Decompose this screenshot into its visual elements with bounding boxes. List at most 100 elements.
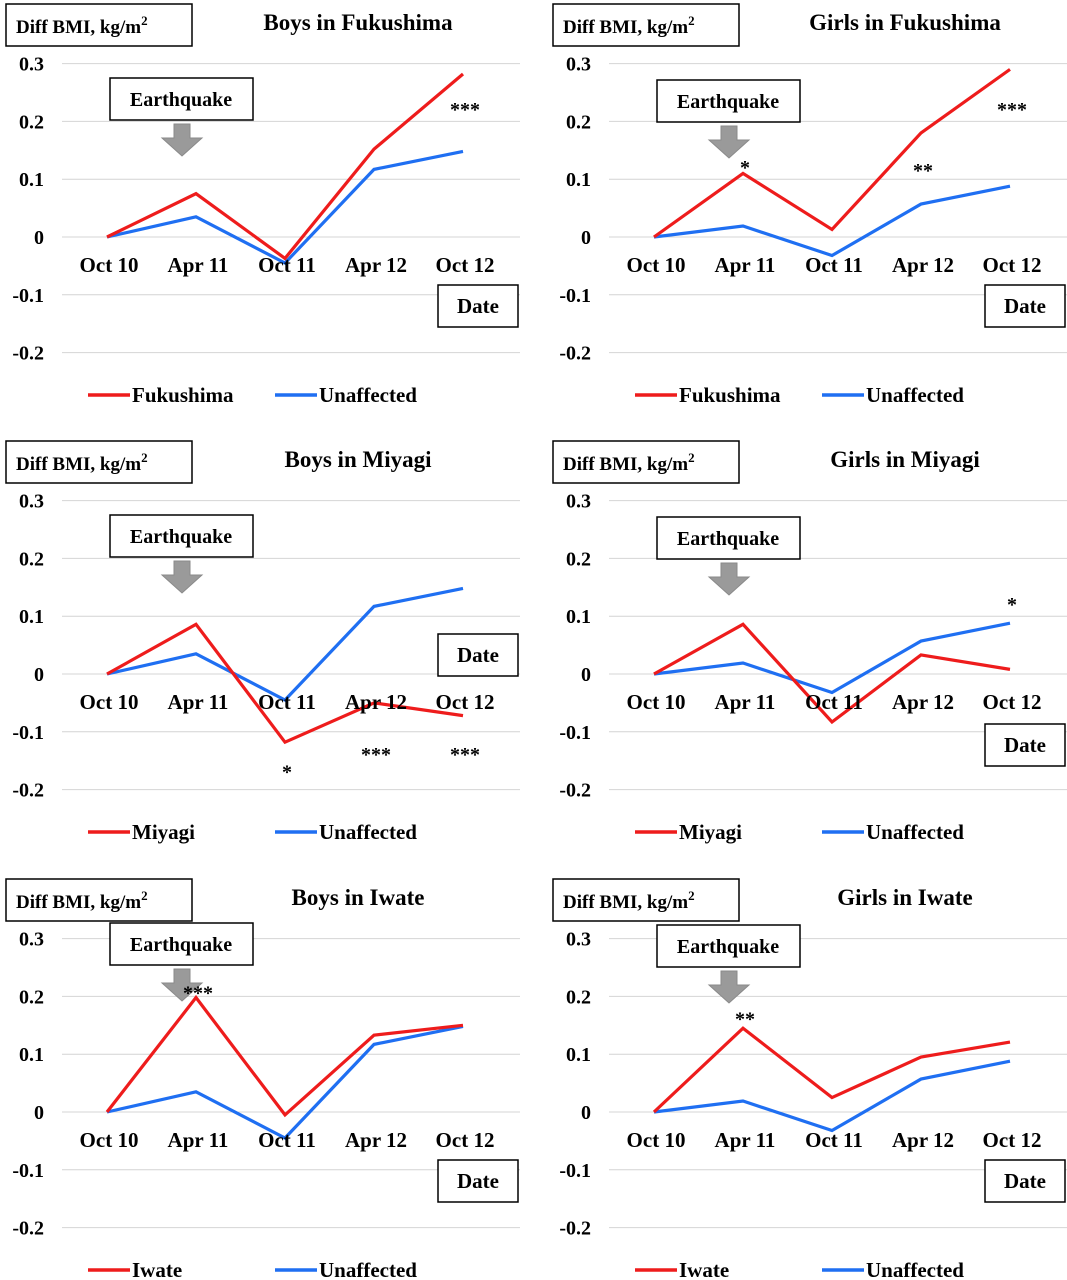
x-axis-ticks: Oct 10 Apr 11 Oct 11 Apr 12 Oct 12	[627, 253, 1042, 277]
y-tick-label: 0.1	[19, 169, 44, 191]
series-line	[653, 1059, 1011, 1133]
y-axis-label-box: Diff BMI, kg/m2	[5, 3, 193, 47]
y-tick-label: 0	[34, 1102, 44, 1124]
x-tick-label: Oct 12	[436, 1128, 495, 1152]
earthquake-box	[656, 79, 801, 123]
significance-marker: ***	[361, 744, 391, 766]
x-tick-label: Apr 11	[168, 690, 229, 714]
earthquake-label: Earthquake	[130, 934, 232, 956]
earthquake-annotation: Earthquake	[656, 924, 801, 1004]
y-tick-label: 0	[581, 664, 591, 686]
y-axis-ticks: 0.3 0.2 0.1 0 -0.1 -0.2	[559, 929, 591, 1240]
down-arrow-icon	[707, 125, 751, 159]
significance-marker: ***	[183, 983, 213, 1005]
x-tick-label: Oct 11	[258, 253, 316, 277]
x-axis-label-box: Date	[437, 633, 519, 677]
x-tick-label: Oct 10	[627, 253, 686, 277]
y-tick-label: -0.1	[559, 722, 591, 744]
x-tick-label: Oct 12	[436, 253, 495, 277]
legend-label: Fukushima	[132, 383, 234, 407]
x-axis-label-frame	[437, 1159, 519, 1203]
down-arrow-icon	[160, 123, 204, 157]
x-tick-label: Oct 10	[627, 1128, 686, 1152]
x-axis-label: Date	[457, 294, 499, 318]
y-axis-ticks: 0.3 0.2 0.1 0 -0.1 -0.2	[559, 54, 591, 365]
earthquake-label: Earthquake	[130, 89, 232, 111]
legend: Iwate Unaffected	[635, 1258, 964, 1280]
x-tick-label: Apr 12	[345, 690, 407, 714]
x-axis-label-box: Date	[437, 1159, 519, 1203]
y-tick-label: 0.3	[566, 491, 591, 513]
chart-panel: 0.3 0.2 0.1 0 -0.1 -0.2 Diff BMI, kg/m2 Girls i…	[552, 440, 1067, 844]
legend-label: Unaffected	[866, 820, 964, 844]
y-tick-label: 0	[34, 227, 44, 249]
legend: Iwate Unaffected	[88, 1258, 417, 1280]
y-tick-label: 0.3	[566, 929, 591, 951]
x-tick-label: Apr 11	[715, 253, 776, 277]
x-axis-ticks: Oct 10 Apr 11 Oct 11 Apr 12 Oct 12	[80, 1128, 495, 1152]
x-tick-label: Oct 11	[258, 690, 316, 714]
earthquake-annotation: Earthquake	[656, 516, 801, 596]
y-tick-label: 0.3	[19, 54, 44, 76]
y-tick-label: 0.2	[566, 986, 591, 1008]
significance-marker: *	[282, 761, 292, 783]
y-tick-label: -0.1	[12, 722, 44, 744]
y-tick-label: 0.1	[19, 606, 44, 628]
x-tick-label: Oct 12	[983, 1128, 1042, 1152]
significance-marker: *	[1007, 594, 1017, 616]
y-axis-ticks: 0.3 0.2 0.1 0 -0.1 -0.2	[12, 491, 44, 802]
x-tick-label: Oct 11	[258, 1128, 316, 1152]
chart-title: Girls in Fukushima	[809, 10, 1001, 35]
x-axis-label-frame	[984, 723, 1066, 767]
series-line	[106, 72, 465, 261]
earthquake-box	[109, 922, 254, 966]
y-tick-label: -0.1	[12, 1160, 44, 1182]
y-axis-label-frame	[552, 878, 740, 922]
x-tick-label: Oct 12	[436, 690, 495, 714]
y-axis-ticks: 0.3 0.2 0.1 0 -0.1 -0.2	[12, 929, 44, 1240]
chart-panel: 0.3 0.2 0.1 0 -0.1 -0.2 Diff BMI, kg/m2 Boys in…	[5, 440, 520, 844]
y-tick-label: 0	[581, 227, 591, 249]
y-axis-label-frame	[5, 878, 193, 922]
x-tick-label: Oct 11	[805, 1128, 863, 1152]
x-tick-label: Oct 10	[80, 253, 139, 277]
x-tick-label: Oct 10	[80, 690, 139, 714]
legend-label: Unaffected	[319, 1258, 417, 1280]
x-axis-ticks: Oct 10 Apr 11 Oct 11 Apr 12 Oct 12	[627, 1128, 1042, 1152]
y-tick-label: -0.2	[12, 1218, 44, 1240]
y-tick-label: 0.2	[566, 548, 591, 570]
y-tick-label: -0.2	[559, 343, 591, 365]
earthquake-annotation: Earthquake	[109, 922, 254, 1002]
y-axis-ticks: 0.3 0.2 0.1 0 -0.1 -0.2	[559, 491, 591, 802]
y-axis-label-box: Diff BMI, kg/m2	[552, 3, 740, 47]
series-line	[653, 622, 1011, 725]
chart-panel: 0.3 0.2 0.1 0 -0.1 -0.2 Diff BMI, kg/m2 Girls i…	[552, 3, 1067, 407]
significance-marker: **	[735, 1009, 755, 1031]
chart-title: Girls in Miyagi	[830, 447, 980, 472]
series-line	[652, 1026, 1011, 1114]
chart-title: Boys in Iwate	[292, 885, 425, 910]
x-axis-label: Date	[457, 1169, 499, 1193]
earthquake-label: Earthquake	[677, 91, 779, 113]
legend-label: Iwate	[679, 1258, 729, 1280]
significance-marker: *	[740, 157, 750, 179]
x-tick-label: Oct 12	[983, 253, 1042, 277]
x-axis-ticks: Oct 10 Apr 11 Oct 11 Apr 12 Oct 12	[80, 253, 495, 277]
y-axis-ticks: 0.3 0.2 0.1 0 -0.1 -0.2	[12, 54, 44, 365]
earthquake-box	[109, 514, 254, 558]
earthquake-label: Earthquake	[677, 936, 779, 958]
earthquake-box	[109, 77, 254, 121]
x-axis-label-frame	[437, 633, 519, 677]
x-axis-label-frame	[984, 1159, 1066, 1203]
y-tick-label: 0.3	[19, 929, 44, 951]
legend-label: Unaffected	[319, 820, 417, 844]
y-tick-label: 0.2	[566, 111, 591, 133]
x-axis-ticks: Oct 10 Apr 11 Oct 11 Apr 12 Oct 12	[80, 690, 495, 714]
legend: Miyagi Unaffected	[635, 820, 964, 844]
legend: Fukushima Unaffected	[88, 383, 417, 407]
y-tick-label: -0.2	[12, 780, 44, 802]
x-tick-label: Oct 11	[805, 253, 863, 277]
x-axis-label: Date	[1004, 1169, 1046, 1193]
y-tick-label: 0.1	[19, 1044, 44, 1066]
x-axis-label: Date	[1004, 733, 1046, 757]
